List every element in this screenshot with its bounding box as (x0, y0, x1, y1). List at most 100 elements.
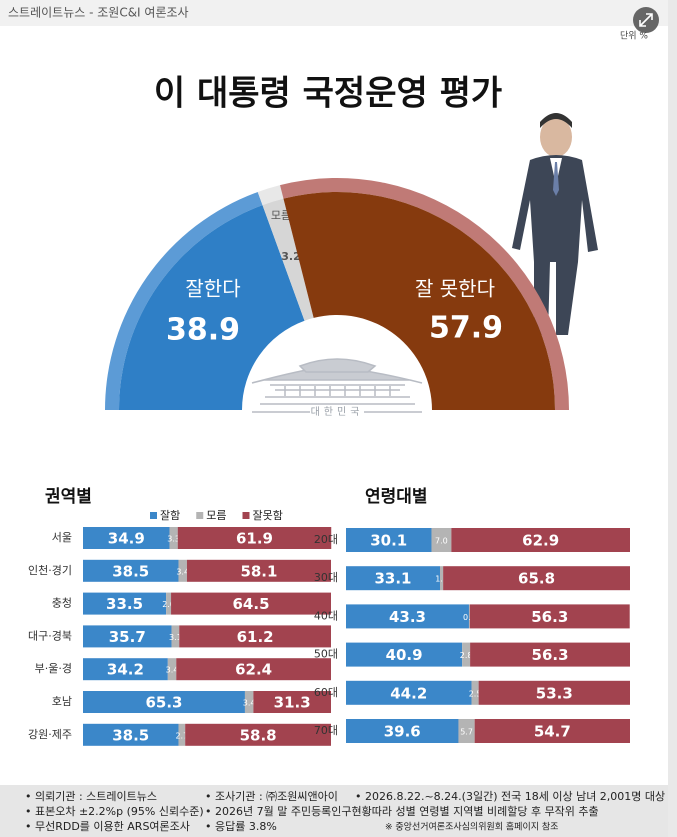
bar-segment (185, 723, 331, 746)
bar-value: 33.5 (106, 595, 143, 613)
bar-segment (83, 625, 172, 648)
bar-segment (458, 719, 475, 743)
bar-segment (253, 691, 331, 713)
row-label: 충청 (52, 597, 72, 610)
bar-value: 2.7 (175, 731, 188, 740)
bar-value: 43.3 (389, 608, 426, 626)
footer-note: • 의뢰기관 : 스트레이트뉴스 (25, 790, 157, 803)
bar-value: 2.0 (162, 600, 175, 609)
bar-value: 40.9 (386, 646, 423, 664)
donut-segment (262, 198, 314, 321)
bar-value: 35.7 (109, 628, 146, 646)
bar-value: 65.3 (145, 694, 182, 712)
side-strip (668, 0, 677, 837)
person-figure (512, 113, 598, 335)
emblem (251, 358, 423, 413)
row-label: 40대 (314, 609, 338, 622)
bar-segment (83, 658, 168, 681)
bar-value: 3.4 (176, 567, 189, 576)
bar-segment (470, 642, 630, 667)
bar-segment (469, 604, 630, 629)
segment-value: 57.9 (429, 311, 503, 346)
bar-segment (474, 719, 630, 743)
bar-segment (169, 527, 178, 549)
bar-segment (478, 680, 630, 705)
bar-value: 33.1 (374, 570, 411, 588)
bar-value: 34.9 (108, 530, 145, 548)
bar-value: 56.3 (531, 608, 568, 626)
bar-value: 65.8 (518, 570, 555, 588)
bar-segment (171, 592, 331, 615)
bar-segment (171, 625, 180, 648)
bar-value: 5.7 (460, 728, 473, 737)
bar-segment (346, 566, 441, 591)
row-label: 강원·제주 (28, 728, 72, 741)
bar-value: 3.3 (167, 535, 180, 544)
bar-value: 56.3 (532, 646, 569, 664)
segment-value: 3.2 (281, 250, 301, 263)
segment-label: 모름 (271, 209, 291, 222)
bar-segment (186, 559, 331, 582)
donut-segment (119, 205, 305, 410)
bar-segment (431, 528, 452, 552)
footer-note: • 조사기관 : ㈜조원씨앤아이 (205, 790, 338, 803)
footer-note: • 2026년 7월 말 주민등록인구현황따라 성별 연령별 지역별 비례할당 … (205, 805, 599, 818)
bar-value: 3.1 (169, 633, 182, 642)
bar-segment (177, 527, 332, 549)
bar-value: 38.5 (112, 726, 149, 744)
footer-note: • 2026.8.22.~8.24.(3일간) 전국 18세 이상 남녀 2,0… (355, 789, 665, 803)
legend-swatch (242, 512, 250, 519)
bar-value: 44.2 (390, 684, 427, 702)
bar-value: 58.8 (240, 726, 277, 744)
bar-segment (167, 658, 177, 681)
bar-value: 62.9 (522, 532, 559, 550)
bar-segment (176, 658, 331, 681)
bar-value: 64.5 (233, 595, 270, 613)
donut-rim (105, 191, 263, 410)
row-label: 대구·경북 (28, 629, 72, 642)
legend-swatch (150, 512, 157, 519)
bar-value: 62.4 (235, 661, 272, 679)
bar-segment (346, 604, 469, 629)
bar-value: 54.7 (534, 723, 571, 741)
bar-value: 7.0 (435, 537, 448, 546)
legend-label: 모름 (206, 509, 226, 522)
donut-segment (283, 192, 555, 410)
chart-subtitle: 연령대별 (365, 486, 428, 507)
row-label: 부·울·경 (35, 662, 72, 675)
bar-value: 34.2 (107, 661, 144, 679)
chart-title: 이 대통령 국정운영 평가 (154, 74, 502, 114)
bar-segment (468, 604, 470, 629)
bar-segment (346, 680, 472, 705)
bar-segment (83, 527, 170, 549)
bar-segment (462, 642, 471, 667)
row-label: 서울 (52, 531, 72, 544)
bar-segment (443, 566, 630, 591)
bar-value: 0.3 (463, 613, 476, 622)
row-label: 20대 (314, 533, 338, 546)
donut-rim (257, 185, 284, 206)
source: 스트레이트뉴스 - 조원C&I 여론조사 (8, 6, 189, 20)
bar-value: 39.6 (384, 723, 421, 741)
bar-value: 38.5 (112, 562, 149, 580)
segment-label: 잘한다 (185, 277, 240, 301)
bar-segment (440, 566, 444, 591)
row-label: 30대 (314, 571, 338, 584)
footer-note: • 표본오차 ±2.2%p (95% 신뢰수준) (25, 805, 204, 818)
row-label: 인천·경기 (28, 563, 72, 577)
segment-label: 잘 못한다 (415, 277, 495, 301)
bar-segment (471, 680, 479, 705)
bar-segment (166, 592, 172, 615)
bar-segment (83, 559, 179, 582)
footer-note: • 무선RDD를 이용한 ARS여론조사 (25, 820, 190, 833)
bar-value: 58.1 (240, 562, 277, 580)
chart-subtitle: 권역별 (45, 487, 92, 507)
bar-value: 3.4 (243, 699, 256, 708)
unit: 단위 % (620, 31, 648, 42)
legend-label: 잘함 (160, 509, 180, 522)
bar-segment (451, 528, 630, 552)
expand-icon (639, 13, 653, 27)
emblem-text: 대한민국 (311, 406, 364, 418)
